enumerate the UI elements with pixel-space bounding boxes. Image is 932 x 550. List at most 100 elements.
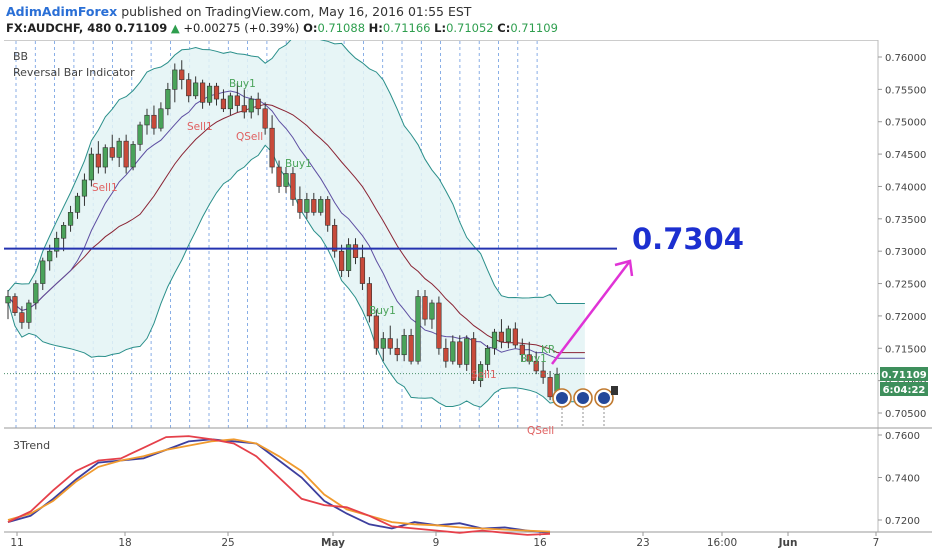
candle: [477, 361, 484, 388]
candle: [533, 351, 539, 375]
candle-body: [477, 364, 484, 381]
time-tick-label: 7: [873, 537, 880, 549]
candle: [276, 160, 282, 193]
candle: [415, 290, 421, 365]
candle: [401, 328, 407, 362]
trend-series-blue: [7, 438, 551, 534]
candle-body: [429, 302, 435, 320]
candle: [380, 332, 386, 362]
bb-indicator-label[interactable]: BB: [13, 50, 28, 63]
price-tick-label: 0.74000: [885, 182, 926, 193]
candle: [526, 341, 532, 365]
price-tick-label: 0.74500: [885, 150, 926, 161]
candle: [408, 328, 414, 365]
change-value: +0.00275 (+0.39%): [183, 21, 300, 35]
trend-series-red: [7, 435, 551, 536]
candle-body: [547, 377, 553, 398]
candle: [373, 309, 379, 355]
candle-body: [54, 237, 60, 252]
current-price-badge: [880, 367, 928, 381]
candle: [443, 338, 449, 368]
candle: [387, 325, 393, 355]
candle-body: [19, 312, 25, 323]
price-tick-label: 0.71500: [885, 344, 926, 355]
candle-body: [290, 173, 296, 200]
candle-body: [95, 153, 101, 168]
candle: [262, 102, 268, 135]
candle: [450, 335, 456, 365]
price-axis-ticks: 0.76000 0.75500 0.75000 0.74500 0.74000 0.735…: [878, 53, 926, 420]
candle: [429, 299, 435, 329]
candle-body: [255, 98, 261, 110]
trend-tick-label: 0.7400: [885, 474, 920, 485]
candle-body: [137, 124, 143, 145]
event-markers[interactable]: [552, 386, 618, 428]
author-link[interactable]: AdimAdimForex: [6, 4, 118, 19]
price-tick-label: 0.76000: [885, 53, 926, 64]
candle-body: [144, 114, 150, 126]
candle-body: [380, 338, 386, 349]
candle-body: [102, 147, 108, 168]
candle-body: [304, 199, 310, 213]
countdown-badge: [880, 382, 928, 396]
time-tick-label: 23: [636, 537, 649, 549]
candle-body: [276, 166, 282, 187]
signal-label: Sell1: [187, 121, 213, 133]
signal-label: KR: [541, 344, 555, 356]
candle-body: [5, 296, 11, 304]
candle: [33, 280, 39, 310]
candle-body: [241, 105, 247, 113]
candle-body: [318, 199, 324, 213]
candle-body: [248, 98, 254, 113]
candle: [26, 299, 32, 329]
candle-body: [443, 347, 449, 362]
candle-body: [40, 260, 46, 284]
candle: [269, 115, 275, 174]
candle: [60, 222, 67, 252]
trend-axis-ticks: 0.7600 0.7400 0.7200: [878, 431, 920, 527]
candle-body: [401, 335, 407, 356]
candle-body: [505, 328, 512, 343]
trend-lines: [7, 435, 551, 536]
candle-body: [158, 108, 164, 129]
candle-body: [193, 82, 199, 97]
bb-basis: [7, 103, 585, 354]
publish-line: AdimAdimForex published on TradingView.c…: [6, 4, 471, 19]
candle-body: [491, 331, 498, 349]
candle: [158, 102, 164, 132]
candle-body: [540, 370, 546, 378]
candle: [332, 218, 338, 258]
bb-mid: [7, 90, 585, 359]
price-tick-label: 0.75000: [885, 118, 926, 129]
candle: [366, 277, 373, 323]
price-tick-label: 0.70500: [885, 409, 926, 420]
candle-body: [186, 79, 192, 97]
candle-body: [471, 338, 477, 381]
bb-upper: [7, 40, 585, 304]
candle: [457, 335, 463, 368]
candle-body: [130, 144, 136, 168]
time-tick-label: 25: [221, 537, 234, 549]
candle-body: [311, 199, 317, 213]
event-flag-fill: [556, 392, 568, 404]
event-marker: [552, 388, 572, 428]
time-tick-label: May: [321, 537, 345, 549]
candle-body: [526, 354, 532, 362]
trend-indicator-label[interactable]: 3Trend: [13, 439, 50, 452]
change-arrow-icon: ▲: [170, 21, 180, 35]
candle: [241, 89, 247, 119]
candle-body: [234, 95, 240, 106]
rbi-indicator-label[interactable]: Reversal Bar Indicator: [13, 66, 135, 79]
candle: [40, 257, 46, 291]
time-tick-label: 16:00: [707, 537, 737, 549]
candle: [345, 238, 352, 278]
candle: [193, 76, 199, 100]
price-chart[interactable]: Sell1Buy1Sell1QSellBuy1Buy1Sell1Buy1KRQS…: [0, 40, 932, 550]
open-value: 0.71088: [317, 21, 366, 35]
candle-body: [81, 179, 88, 197]
time-tick-label: 16: [533, 537, 547, 549]
candle-body: [47, 250, 53, 262]
candle-body: [269, 127, 275, 168]
signal-label: Buy1: [520, 353, 547, 365]
candle: [255, 92, 261, 116]
